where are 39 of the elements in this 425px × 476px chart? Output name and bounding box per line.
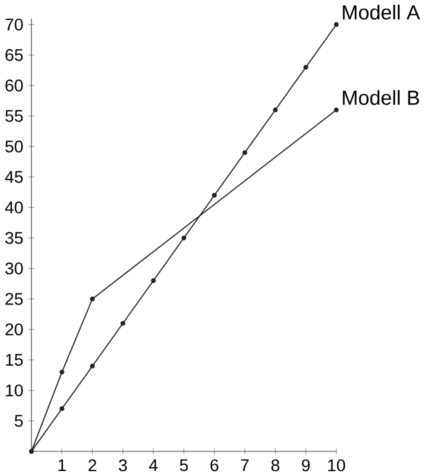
point — [182, 236, 186, 240]
y-tick-label: 45 — [5, 171, 23, 183]
point — [334, 22, 339, 27]
x-tick-label: 8 — [271, 459, 280, 472]
point — [120, 320, 126, 326]
y-tick-label: 40 — [5, 202, 23, 214]
point — [151, 278, 156, 284]
point — [90, 364, 95, 368]
x-tick-label: 10 — [328, 459, 346, 472]
x-tick-label: 1 — [58, 459, 66, 471]
y-tick-label: 20 — [6, 323, 23, 336]
y-tick-label: 70 — [6, 18, 23, 31]
x-tick-label: 5 — [180, 459, 188, 472]
point — [273, 108, 278, 112]
y-tick-label: 25 — [6, 292, 23, 305]
y-tick-label: 50 — [5, 140, 23, 152]
point — [60, 406, 64, 412]
point — [90, 296, 95, 302]
y-tick-label: 30 — [5, 262, 23, 274]
x-tick-label: 4 — [149, 459, 158, 471]
point — [334, 108, 339, 112]
point — [304, 64, 308, 70]
x-tick-label: 6 — [210, 459, 218, 472]
x-tick-label: 3 — [118, 459, 127, 472]
point — [242, 150, 248, 155]
point — [60, 370, 64, 375]
y-tick-label: 15 — [6, 354, 23, 366]
series-label: Modell A — [343, 4, 420, 20]
y-tick-label: 35 — [5, 232, 23, 244]
point — [212, 192, 217, 198]
y-tick-label: 10 — [6, 384, 23, 396]
x-tick-label: 9 — [302, 459, 310, 472]
series-label: Modell B — [343, 90, 420, 105]
y-tick-label: 5 — [14, 415, 23, 427]
y-tick-label: 55 — [5, 110, 23, 122]
y-tick-label: 65 — [6, 49, 23, 61]
x-tick-label: 7 — [241, 459, 249, 471]
x-tick-label: 2 — [88, 459, 96, 472]
y-tick-label: 60 — [6, 80, 23, 92]
